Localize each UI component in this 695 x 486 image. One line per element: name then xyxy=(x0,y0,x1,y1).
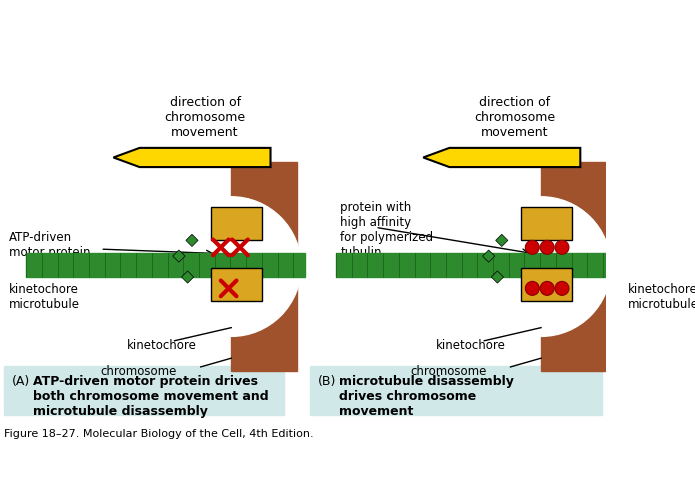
FancyArrow shape xyxy=(113,148,270,167)
Bar xyxy=(541,162,607,371)
Bar xyxy=(521,268,571,301)
Circle shape xyxy=(555,241,569,254)
Text: (A): (A) xyxy=(13,375,31,388)
Text: kinetochore: kinetochore xyxy=(436,339,506,351)
Text: ATP-driven motor protein drives
both chromosome movement and
microtubule disasse: ATP-driven motor protein drives both chr… xyxy=(33,375,269,418)
Circle shape xyxy=(161,197,301,336)
Polygon shape xyxy=(181,271,194,283)
Text: (B): (B) xyxy=(318,375,336,388)
Text: kinetochore
microtubule: kinetochore microtubule xyxy=(628,283,695,311)
Text: direction of
chromosome
movement: direction of chromosome movement xyxy=(474,96,555,139)
FancyArrow shape xyxy=(423,148,580,167)
Text: microtubule disassembly
drives chromosome
movement: microtubule disassembly drives chromosom… xyxy=(338,375,514,418)
Bar xyxy=(521,207,571,241)
Bar xyxy=(26,253,305,277)
Polygon shape xyxy=(482,250,495,262)
Circle shape xyxy=(555,281,569,295)
Polygon shape xyxy=(491,271,503,283)
Text: kinetochore
microtubule: kinetochore microtubule xyxy=(9,283,80,311)
Text: ATP-driven
motor protein: ATP-driven motor protein xyxy=(9,231,90,259)
Bar xyxy=(231,162,297,371)
Polygon shape xyxy=(496,234,508,246)
Circle shape xyxy=(540,281,554,295)
Text: protein with
high affinity
for polymerized
tubulin: protein with high affinity for polymeriz… xyxy=(341,201,434,259)
Text: direction of
chromosome
movement: direction of chromosome movement xyxy=(165,96,245,139)
Text: chromosome: chromosome xyxy=(410,365,486,378)
Polygon shape xyxy=(173,250,185,262)
Bar xyxy=(211,268,262,301)
Circle shape xyxy=(540,241,554,254)
Circle shape xyxy=(525,241,539,254)
Text: Figure 18–27. Molecular Biology of the Cell, 4th Edition.: Figure 18–27. Molecular Biology of the C… xyxy=(4,429,314,439)
Bar xyxy=(4,366,284,415)
Bar xyxy=(310,366,602,415)
Bar xyxy=(336,253,615,277)
Circle shape xyxy=(471,197,611,336)
Text: chromosome: chromosome xyxy=(100,365,177,378)
Bar xyxy=(211,207,262,241)
Circle shape xyxy=(525,281,539,295)
Polygon shape xyxy=(186,234,198,246)
Text: kinetochore: kinetochore xyxy=(126,339,197,351)
